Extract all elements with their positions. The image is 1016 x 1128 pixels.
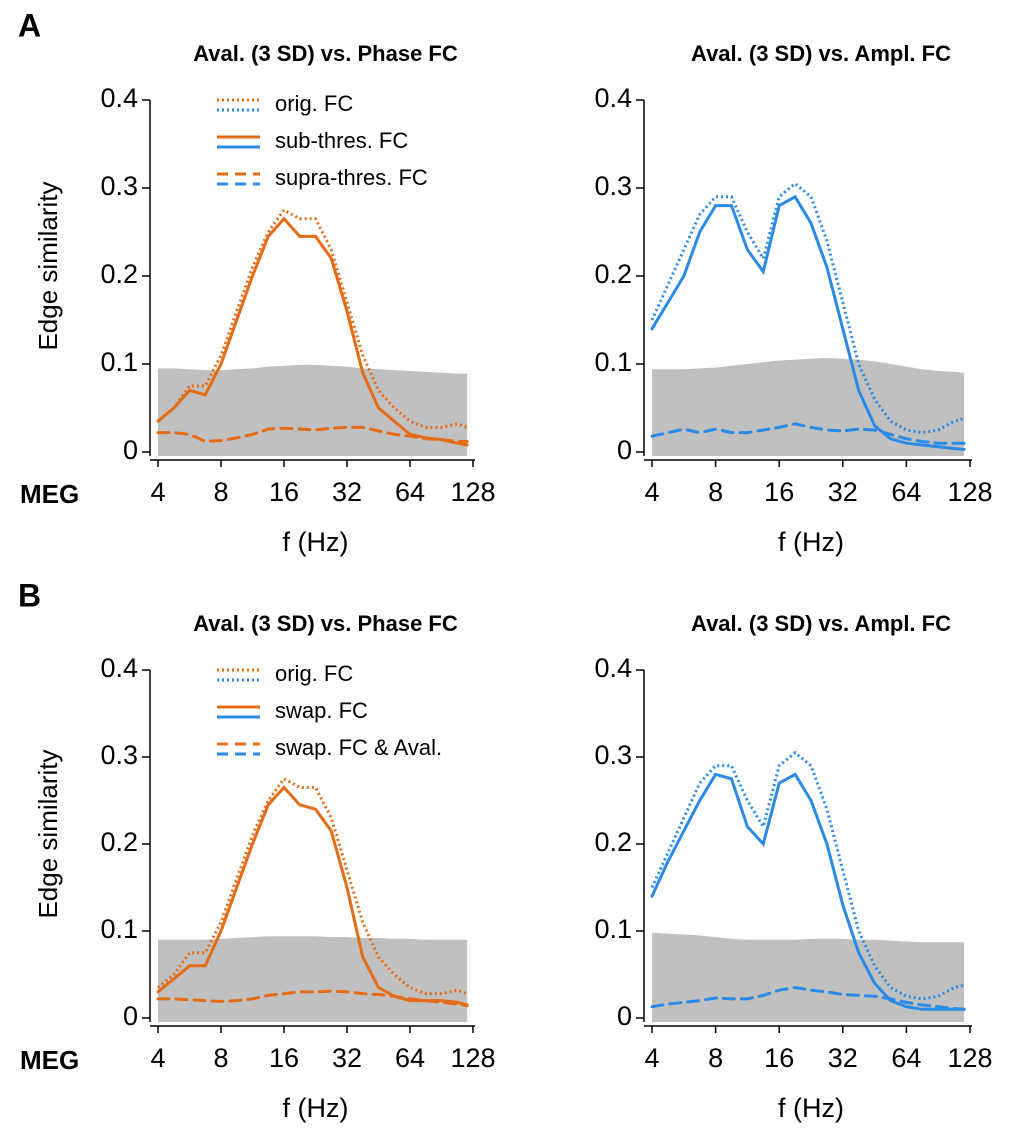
x-tick-label: 8 (708, 1043, 723, 1073)
x-tick-label: 32 (332, 477, 362, 507)
line (650, 986, 966, 1011)
y-tick-label: 0 (123, 1001, 138, 1031)
legend-label: swap. FC (275, 698, 368, 723)
x-tick-label: 32 (828, 477, 858, 507)
line (650, 772, 966, 1011)
x-tick-label: 128 (947, 1043, 992, 1073)
x-tick-label: 16 (269, 1043, 299, 1073)
x-tick-label: 8 (708, 477, 723, 507)
x-axis-label: f (Hz) (778, 1093, 844, 1123)
x-tick-label: 32 (332, 1043, 362, 1073)
y-tick-label: 0.4 (100, 83, 138, 113)
row-label: MEG (20, 479, 79, 509)
x-tick-label: 128 (450, 477, 495, 507)
x-tick-label: 128 (947, 477, 992, 507)
y-tick-label: 0.1 (100, 347, 138, 377)
y-tick-label: 0.1 (100, 914, 138, 944)
y-tick-label: 0 (617, 435, 632, 465)
x-tick-label: 8 (213, 477, 228, 507)
legend-label: orig. FC (275, 91, 353, 116)
y-tick-label: 0.1 (594, 347, 632, 377)
line (156, 989, 469, 1008)
x-tick-label: 64 (891, 477, 921, 507)
row-label: MEG (20, 1045, 79, 1075)
x-tick-label: 64 (891, 1043, 921, 1073)
x-tick-label: 16 (764, 477, 794, 507)
x-axis-label: f (Hz) (283, 527, 349, 557)
panel-title: Aval. (3 SD) vs. Phase FC (193, 611, 458, 636)
y-tick-label: 0 (123, 435, 138, 465)
y-tick-label: 0.4 (100, 653, 138, 683)
y-tick-label: 0.4 (594, 83, 632, 113)
x-tick-label: 64 (395, 477, 425, 507)
legend-label: sub-thres. FC (275, 128, 408, 153)
y-tick-label: 0.3 (594, 740, 632, 770)
y-tick-label: 0.2 (100, 827, 138, 857)
panel-letter: A (18, 7, 41, 43)
line (156, 216, 469, 447)
y-tick-label: 0.3 (100, 740, 138, 770)
y-axis-label: Edge similarity (33, 181, 63, 350)
legend-label: swap. FC & Aval. (275, 735, 442, 760)
panel-title: Aval. (3 SD) vs. Phase FC (193, 41, 458, 66)
y-tick-label: 0.3 (594, 171, 632, 201)
x-axis-label: f (Hz) (778, 527, 844, 557)
line (157, 776, 468, 996)
x-tick-label: 128 (450, 1043, 495, 1073)
y-tick-label: 0.2 (594, 827, 632, 857)
x-tick-label: 16 (269, 477, 299, 507)
null-band (158, 936, 468, 1022)
y-axis-label: Edge similarity (33, 749, 63, 918)
x-tick-label: 8 (213, 1043, 228, 1073)
y-tick-label: 0.3 (100, 171, 138, 201)
line (156, 425, 469, 443)
x-tick-label: 32 (828, 1043, 858, 1073)
y-tick-label: 0.1 (594, 914, 632, 944)
line (650, 194, 966, 451)
x-axis-label: f (Hz) (283, 1093, 349, 1123)
y-tick-label: 0 (617, 1001, 632, 1031)
null-band (158, 364, 468, 456)
legend-label: orig. FC (275, 661, 353, 686)
line (650, 422, 966, 445)
legend-label: supra-thres. FC (275, 165, 428, 190)
line (157, 208, 468, 429)
y-tick-label: 0.2 (594, 259, 632, 289)
x-tick-label: 4 (644, 477, 659, 507)
y-tick-label: 0.2 (100, 259, 138, 289)
x-tick-label: 4 (150, 1043, 165, 1073)
x-tick-label: 64 (395, 1043, 425, 1073)
panel-letter: B (18, 577, 41, 613)
panel-title: Aval. (3 SD) vs. Ampl. FC (691, 41, 951, 66)
x-tick-label: 4 (644, 1043, 659, 1073)
panel-title: Aval. (3 SD) vs. Ampl. FC (691, 611, 951, 636)
x-tick-label: 4 (150, 477, 165, 507)
y-tick-label: 0.4 (594, 653, 632, 683)
x-tick-label: 16 (764, 1043, 794, 1073)
